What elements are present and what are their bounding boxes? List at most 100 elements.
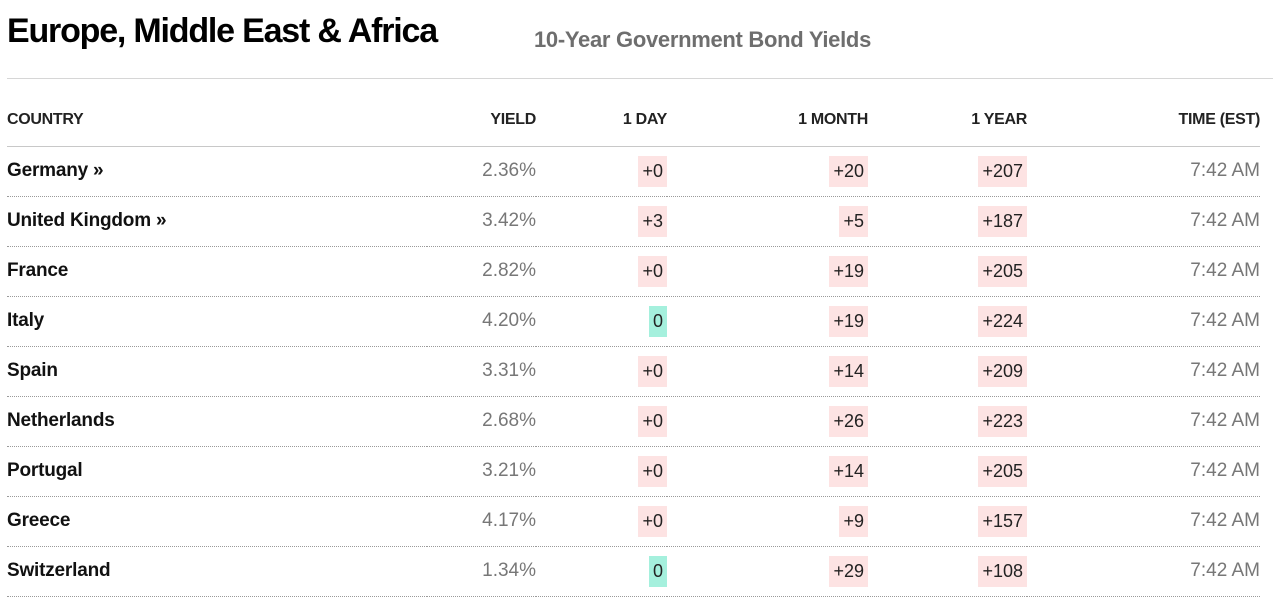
country-name: Spain <box>7 360 58 381</box>
table-row: Italy 4.20% 0 +19 +224 7:42 AM <box>7 296 1260 347</box>
table-row: Germany » 2.36% +0 +20 +207 7:42 AM <box>7 146 1260 197</box>
one-year-change-badge: +187 <box>978 205 1027 237</box>
country-cell: Portugal <box>7 446 427 497</box>
one-month-change-cell: +26 <box>667 396 868 447</box>
one-month-change-badge: +29 <box>829 555 868 587</box>
one-day-change-cell: +0 <box>536 496 667 547</box>
one-day-change-badge: +0 <box>638 355 667 387</box>
one-month-change-badge: +19 <box>829 255 868 287</box>
time-cell: 7:42 AM <box>1027 296 1260 347</box>
one-day-change-badge: +0 <box>638 155 667 187</box>
country-cell: Germany » <box>7 146 427 197</box>
yield-cell: 3.21% <box>427 446 536 497</box>
country-name: Italy <box>7 310 45 331</box>
column-header-1-day[interactable]: 1 DAY <box>536 79 667 147</box>
country-name: Netherlands <box>7 410 115 431</box>
table-row: United Kingdom » 3.42% +3 +5 +187 7:42 AM <box>7 196 1260 247</box>
table-row: Portugal 3.21% +0 +14 +205 7:42 AM <box>7 446 1260 497</box>
country-cell: Spain <box>7 346 427 397</box>
country-name: Portugal <box>7 460 83 481</box>
one-day-change-cell: +0 <box>536 346 667 397</box>
one-day-change-badge: +0 <box>638 455 667 487</box>
time-cell: 7:42 AM <box>1027 496 1260 547</box>
column-header-country[interactable]: COUNTRY <box>7 79 427 147</box>
yield-cell: 2.68% <box>427 396 536 447</box>
one-month-change-badge: +20 <box>829 155 868 187</box>
one-month-change-cell: +5 <box>667 196 868 247</box>
one-year-change-badge: +205 <box>978 455 1027 487</box>
time-cell: 7:42 AM <box>1027 196 1260 247</box>
yield-cell: 4.20% <box>427 296 536 347</box>
yield-cell: 2.82% <box>427 246 536 297</box>
country-name: Greece <box>7 510 71 531</box>
time-cell: 7:42 AM <box>1027 346 1260 397</box>
bond-yields-table: COUNTRY YIELD 1 DAY 1 MONTH 1 YEAR TIME … <box>7 79 1260 597</box>
column-header-yield[interactable]: YIELD <box>427 79 536 147</box>
one-year-change-cell: +207 <box>868 146 1027 197</box>
one-year-change-cell: +157 <box>868 496 1027 547</box>
one-month-change-cell: +9 <box>667 496 868 547</box>
country-cell: Greece <box>7 496 427 547</box>
one-day-change-badge: +3 <box>638 205 667 237</box>
one-month-change-badge: +14 <box>829 355 868 387</box>
country-link[interactable]: Germany » <box>7 160 104 181</box>
time-cell: 7:42 AM <box>1027 446 1260 497</box>
time-cell: 7:42 AM <box>1027 396 1260 447</box>
country-cell: Switzerland <box>7 546 427 597</box>
table-row: Greece 4.17% +0 +9 +157 7:42 AM <box>7 496 1260 547</box>
one-day-change-cell: +0 <box>536 146 667 197</box>
one-year-change-badge: +108 <box>978 555 1027 587</box>
table-row: France 2.82% +0 +19 +205 7:42 AM <box>7 246 1260 297</box>
one-day-change-cell: +0 <box>536 246 667 297</box>
country-cell: France <box>7 246 427 297</box>
yield-cell: 2.36% <box>427 146 536 197</box>
table-row: Netherlands 2.68% +0 +26 +223 7:42 AM <box>7 396 1260 447</box>
one-day-change-cell: +0 <box>536 446 667 497</box>
one-day-change-cell: 0 <box>536 296 667 347</box>
one-day-change-badge: +0 <box>638 255 667 287</box>
one-year-change-cell: +187 <box>868 196 1027 247</box>
one-month-change-badge: +5 <box>839 205 868 237</box>
one-day-change-badge: +0 <box>638 505 667 537</box>
table-row: Switzerland 1.34% 0 +29 +108 7:42 AM <box>7 546 1260 597</box>
page-title: Europe, Middle East & Africa <box>7 12 438 50</box>
yield-cell: 1.34% <box>427 546 536 597</box>
one-year-change-cell: +224 <box>868 296 1027 347</box>
one-year-change-badge: +209 <box>978 355 1027 387</box>
one-month-change-badge: +14 <box>829 455 868 487</box>
one-year-change-cell: +223 <box>868 396 1027 447</box>
country-cell: United Kingdom » <box>7 196 427 247</box>
page-container: Europe, Middle East & Africa 10-Year Gov… <box>7 0 1273 597</box>
table-header-row: COUNTRY YIELD 1 DAY 1 MONTH 1 YEAR TIME … <box>7 79 1260 147</box>
table-body: Germany » 2.36% +0 +20 +207 7:42 AM United Kin… <box>7 146 1260 597</box>
one-month-change-badge: +9 <box>839 505 868 537</box>
one-day-change-cell: +0 <box>536 396 667 447</box>
column-header-1-month[interactable]: 1 MONTH <box>667 79 868 147</box>
one-year-change-badge: +224 <box>978 305 1027 337</box>
country-cell: Italy <box>7 296 427 347</box>
country-link[interactable]: United Kingdom » <box>7 210 167 231</box>
one-day-change-badge: +0 <box>638 405 667 437</box>
one-month-change-badge: +26 <box>829 405 868 437</box>
one-day-change-cell: +3 <box>536 196 667 247</box>
yield-cell: 3.42% <box>427 196 536 247</box>
one-year-change-cell: +209 <box>868 346 1027 397</box>
one-day-change-cell: 0 <box>536 546 667 597</box>
one-month-change-cell: +19 <box>667 296 868 347</box>
one-month-change-cell: +14 <box>667 446 868 497</box>
column-header-time[interactable]: TIME (EST) <box>1027 79 1260 147</box>
one-year-change-cell: +205 <box>868 446 1027 497</box>
time-cell: 7:42 AM <box>1027 546 1260 597</box>
country-name: Switzerland <box>7 560 111 581</box>
page-subtitle: 10-Year Government Bond Yields <box>534 27 872 52</box>
column-header-1-year[interactable]: 1 YEAR <box>868 79 1027 147</box>
one-month-change-cell: +29 <box>667 546 868 597</box>
one-month-change-cell: +14 <box>667 346 868 397</box>
country-cell: Netherlands <box>7 396 427 447</box>
yield-cell: 4.17% <box>427 496 536 547</box>
one-month-change-cell: +20 <box>667 146 868 197</box>
one-year-change-cell: +108 <box>868 546 1027 597</box>
one-month-change-cell: +19 <box>667 246 868 297</box>
page-header: Europe, Middle East & Africa 10-Year Gov… <box>7 0 1273 79</box>
country-name: France <box>7 260 69 281</box>
